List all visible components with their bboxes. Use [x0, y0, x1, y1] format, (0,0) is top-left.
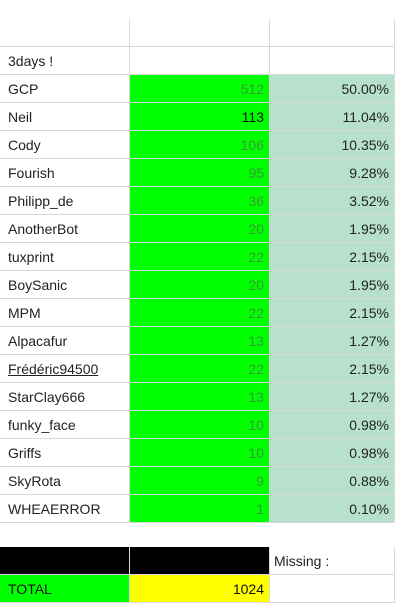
- count-cell[interactable]: 20: [130, 271, 270, 299]
- percent-cell[interactable]: 3.52%: [270, 187, 395, 215]
- table-row: funky_face 10 0.98%: [0, 411, 405, 439]
- count-cell[interactable]: 9: [130, 467, 270, 495]
- total-label[interactable]: TOTAL: [0, 575, 130, 603]
- empty-row: [0, 523, 405, 547]
- count-cell[interactable]: 10: [130, 439, 270, 467]
- count-cell[interactable]: 22: [130, 355, 270, 383]
- name-cell[interactable]: StarClay666: [0, 383, 130, 411]
- name-cell[interactable]: Philipp_de: [0, 187, 130, 215]
- percent-cell[interactable]: 2.15%: [270, 243, 395, 271]
- black-cell[interactable]: [130, 547, 270, 575]
- table-row: Cody 106 10.35%: [0, 131, 405, 159]
- percent-cell[interactable]: 0.98%: [270, 439, 395, 467]
- total-value[interactable]: 1024: [130, 575, 270, 603]
- cell[interactable]: [0, 19, 130, 47]
- percent-cell[interactable]: 0.10%: [270, 495, 395, 523]
- name-cell[interactable]: GCP: [0, 75, 130, 103]
- percent-cell[interactable]: 10.35%: [270, 131, 395, 159]
- percent-cell[interactable]: 2.15%: [270, 355, 395, 383]
- table-row: StarClay666 13 1.27%: [0, 383, 405, 411]
- percent-cell[interactable]: 1.27%: [270, 383, 395, 411]
- percent-cell[interactable]: 1.95%: [270, 215, 395, 243]
- empty-row: [0, 19, 405, 47]
- percent-cell[interactable]: 1.95%: [270, 271, 395, 299]
- percent-cell[interactable]: 2.15%: [270, 299, 395, 327]
- table-row: Fourish 95 9.28%: [0, 159, 405, 187]
- percent-cell[interactable]: 50.00%: [270, 75, 395, 103]
- count-cell[interactable]: 13: [130, 383, 270, 411]
- black-cell[interactable]: [0, 547, 130, 575]
- name-cell[interactable]: Frédéric94500: [0, 355, 130, 383]
- table-row: Alpacafur 13 1.27%: [0, 327, 405, 355]
- table-row: WHEAERROR 1 0.10%: [0, 495, 405, 523]
- name-cell[interactable]: Alpacafur: [0, 327, 130, 355]
- count-cell[interactable]: 36: [130, 187, 270, 215]
- count-cell[interactable]: 95: [130, 159, 270, 187]
- cell[interactable]: [270, 19, 395, 47]
- table-row: SkyRota 9 0.88%: [0, 467, 405, 495]
- name-cell[interactable]: WHEAERROR: [0, 495, 130, 523]
- name-cell[interactable]: MPM: [0, 299, 130, 327]
- table-row: Neil 113 11.04%: [0, 103, 405, 131]
- name-cell[interactable]: Neil: [0, 103, 130, 131]
- table-row: GCP 512 50.00%: [0, 75, 405, 103]
- table-row: BoySanic 20 1.95%: [0, 271, 405, 299]
- count-cell[interactable]: 22: [130, 243, 270, 271]
- count-cell[interactable]: 20: [130, 215, 270, 243]
- percent-cell[interactable]: 11.04%: [270, 103, 395, 131]
- count-cell[interactable]: 1: [130, 495, 270, 523]
- header-row: 3days !: [0, 47, 405, 75]
- percent-cell[interactable]: 0.98%: [270, 411, 395, 439]
- count-cell[interactable]: 512: [130, 75, 270, 103]
- name-cell[interactable]: BoySanic: [0, 271, 130, 299]
- count-cell[interactable]: 106: [130, 131, 270, 159]
- cell[interactable]: [130, 19, 270, 47]
- percent-cell[interactable]: 1.27%: [270, 327, 395, 355]
- missing-label[interactable]: Missing :: [270, 547, 395, 575]
- header-cell[interactable]: 3days !: [0, 47, 130, 75]
- cell[interactable]: [270, 47, 395, 75]
- percent-cell[interactable]: 0.88%: [270, 467, 395, 495]
- cell[interactable]: [270, 575, 395, 603]
- table-row: Frédéric94500 22 2.15%: [0, 355, 405, 383]
- table-row: Griffs 10 0.98%: [0, 439, 405, 467]
- cell[interactable]: [130, 47, 270, 75]
- name-cell[interactable]: Griffs: [0, 439, 130, 467]
- count-cell[interactable]: 10: [130, 411, 270, 439]
- name-cell[interactable]: AnotherBot: [0, 215, 130, 243]
- name-cell[interactable]: funky_face: [0, 411, 130, 439]
- count-cell[interactable]: 22: [130, 299, 270, 327]
- table-row: Philipp_de 36 3.52%: [0, 187, 405, 215]
- count-cell[interactable]: 113: [130, 103, 270, 131]
- name-cell[interactable]: Cody: [0, 131, 130, 159]
- missing-row: Missing :: [0, 547, 405, 575]
- count-cell[interactable]: 13: [130, 327, 270, 355]
- name-cell[interactable]: Fourish: [0, 159, 130, 187]
- total-row: TOTAL 1024: [0, 575, 405, 603]
- percent-cell[interactable]: 9.28%: [270, 159, 395, 187]
- name-cell[interactable]: tuxprint: [0, 243, 130, 271]
- table-row: AnotherBot 20 1.95%: [0, 215, 405, 243]
- table-row: tuxprint 22 2.15%: [0, 243, 405, 271]
- table-row: MPM 22 2.15%: [0, 299, 405, 327]
- name-cell[interactable]: SkyRota: [0, 467, 130, 495]
